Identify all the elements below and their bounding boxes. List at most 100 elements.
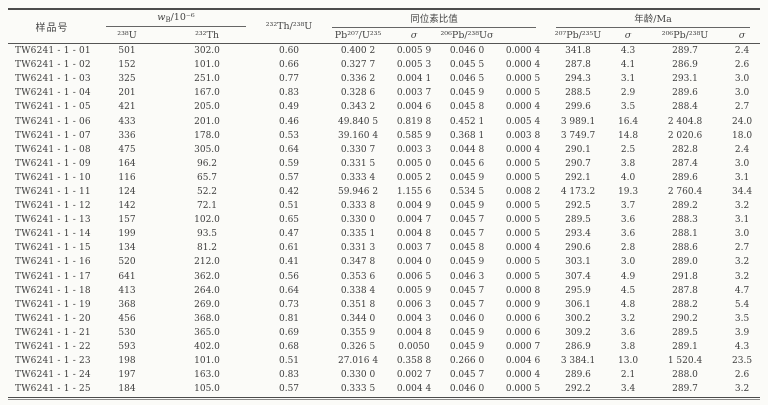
cell-sigma-4: 3.2	[734, 201, 750, 212]
cell-sigma-2: 0.000 5	[505, 172, 541, 183]
header-sample-id: 样品号	[8, 10, 96, 44]
cell-age-pb206-u238: 289.7	[672, 46, 698, 57]
cell-pb206-u238-ratio: 0.045 8	[449, 243, 485, 254]
cell-sample-id: TW6241 - 1 - 17	[15, 271, 91, 282]
table-header: 样品号 wB/10⁻⁶ ²³²Th/²³⁸U 同位素比值 年龄/Ma ²³⁸U …	[8, 10, 761, 44]
table-body: TW6241 - 1 - 01 501 302.0 0.60 0.400 2 0…	[8, 44, 760, 397]
cell-u238: 456	[118, 313, 136, 324]
cell-th232: 65.7	[196, 172, 218, 183]
cell-sigma-3: 3.4	[620, 384, 636, 395]
cell-sigma-2: 0.000 4	[505, 370, 541, 381]
cell-th232: 368.0	[194, 313, 220, 324]
cell-sigma-1: 0.0050	[398, 342, 430, 353]
cell-sigma-3: 3.5	[620, 102, 636, 113]
cell-th-u-ratio: 0.53	[278, 130, 300, 141]
cell-th-u-ratio: 0.56	[278, 271, 300, 282]
cell-th232: 251.0	[194, 74, 220, 85]
cell-pb206-u238-ratio: 0.045 9	[449, 88, 485, 99]
table-row: TW6241 - 1 - 08 475 305.0 0.64 0.330 7 0…	[8, 143, 760, 157]
cell-age-pb207-u235: 290.7	[565, 158, 591, 169]
cell-age-pb207-u235: 303.1	[565, 257, 591, 268]
cell-pb206-u238-ratio: 0.045 8	[449, 102, 485, 113]
cell-th-u-ratio: 0.65	[278, 215, 300, 226]
cell-sigma-1: 0.005 2	[396, 172, 432, 183]
cell-age-pb206-u238: 289.7	[672, 384, 698, 395]
cell-u238: 201	[118, 88, 136, 99]
cell-th232: 102.0	[194, 215, 220, 226]
cell-sigma-3: 13.0	[618, 356, 639, 367]
cell-age-pb206-u238: 1 520.4	[667, 356, 703, 367]
cell-th-u-ratio: 0.42	[278, 186, 300, 197]
cell-sigma-1: 0.004 0	[396, 257, 432, 268]
cell-sigma-1: 0.585 9	[396, 130, 432, 141]
cell-sigma-3: 3.7	[620, 201, 636, 212]
cell-age-pb207-u235: 290.6	[565, 243, 591, 254]
cell-pb206-u238-ratio: 0.045 9	[449, 201, 485, 212]
cell-th-u-ratio: 0.77	[278, 74, 300, 85]
cell-sigma-3: 3.1	[620, 74, 636, 85]
cell-sample-id: TW6241 - 1 - 18	[15, 285, 91, 296]
cell-age-pb207-u235: 3 749.7	[560, 130, 596, 141]
cell-th-u-ratio: 0.47	[278, 229, 300, 240]
cell-th-u-ratio: 0.83	[278, 370, 300, 381]
cell-sample-id: TW6241 - 1 - 07	[15, 130, 91, 141]
cell-pb206-u238-ratio: 0.045 9	[449, 327, 485, 338]
cell-sigma-1: 0.819 8	[396, 116, 432, 127]
table-row: TW6241 - 1 - 15 134 81.2 0.61 0.331 3 0.…	[8, 241, 760, 255]
cell-sigma-1: 0.004 9	[396, 201, 432, 212]
cell-sigma-1: 0.004 4	[396, 384, 432, 395]
cell-th-u-ratio: 0.81	[278, 313, 300, 324]
cell-th-u-ratio: 0.61	[278, 243, 300, 254]
cell-th-u-ratio: 0.64	[278, 144, 300, 155]
cell-th232: 96.2	[196, 158, 218, 169]
header-group-ages: 年龄/Ma	[546, 10, 760, 28]
cell-sigma-3: 3.6	[620, 327, 636, 338]
cell-u238: 184	[118, 384, 136, 395]
cell-pb207-u235-ratio: 0.336 2	[340, 74, 376, 85]
cell-sample-id: TW6241 - 1 - 08	[15, 144, 91, 155]
cell-sigma-1: 0.005 9	[396, 46, 432, 57]
cell-pb206-u238-ratio: 0.045 7	[449, 285, 485, 296]
cell-sigma-4: 3.2	[734, 384, 750, 395]
cell-sigma-1: 0.004 7	[396, 215, 432, 226]
cell-th-u-ratio: 0.73	[278, 299, 300, 310]
cell-sigma-1: 0.006 5	[396, 271, 432, 282]
cell-u238: 593	[118, 342, 136, 353]
cell-u238: 157	[118, 215, 136, 226]
cell-sigma-1: 0.004 8	[396, 229, 432, 240]
cell-sigma-4: 3.0	[734, 158, 750, 169]
table-row: TW6241 - 1 - 03 325 251.0 0.77 0.336 2 0…	[8, 72, 760, 86]
cell-pb207-u235-ratio: 0.347 8	[340, 257, 376, 268]
cell-th-u-ratio: 0.51	[278, 201, 300, 212]
cell-th232: 212.0	[194, 257, 220, 268]
cell-sigma-2: 0.000 5	[505, 229, 541, 240]
cell-sample-id: TW6241 - 1 - 15	[15, 243, 91, 254]
cell-th-u-ratio: 0.46	[278, 116, 300, 127]
table-row: TW6241 - 1 - 01 501 302.0 0.60 0.400 2 0…	[8, 44, 760, 59]
cell-pb207-u235-ratio: 39.160 4	[337, 130, 379, 141]
cell-th232: 101.0	[194, 60, 220, 71]
cell-age-pb206-u238: 291.8	[672, 271, 698, 282]
cell-u238: 197	[118, 370, 136, 381]
cell-sample-id: TW6241 - 1 - 02	[15, 60, 91, 71]
cell-sigma-2: 0.000 6	[505, 313, 541, 324]
cell-age-pb207-u235: 4 173.2	[560, 186, 596, 197]
table-row: TW6241 - 1 - 07 336 178.0 0.53 39.160 4 …	[8, 129, 760, 143]
cell-th232: 305.0	[194, 144, 220, 155]
cell-pb206-u238-ratio: 0.045 7	[449, 370, 485, 381]
cell-sigma-3: 3.6	[620, 215, 636, 226]
cell-sigma-4: 2.4	[734, 144, 750, 155]
cell-sigma-2: 0.000 5	[505, 74, 541, 85]
cell-sample-id: TW6241 - 1 - 25	[15, 384, 91, 395]
cell-sigma-4: 2.7	[734, 102, 750, 113]
cell-age-pb206-u238: 287.8	[672, 285, 698, 296]
header-sigma-4: σ	[724, 28, 761, 44]
cell-th232: 163.0	[194, 370, 220, 381]
cell-age-pb207-u235: 292.1	[565, 172, 591, 183]
cell-pb206-u238-ratio: 0.266 0	[449, 356, 485, 367]
header-group-isotope-ratios: 同位素比值	[322, 10, 546, 28]
cell-pb206-u238-ratio: 0.044 8	[449, 144, 485, 155]
cell-sigma-2: 0.000 4	[505, 60, 541, 71]
cell-sigma-4: 3.0	[734, 74, 750, 85]
cell-u238: 520	[118, 257, 136, 268]
